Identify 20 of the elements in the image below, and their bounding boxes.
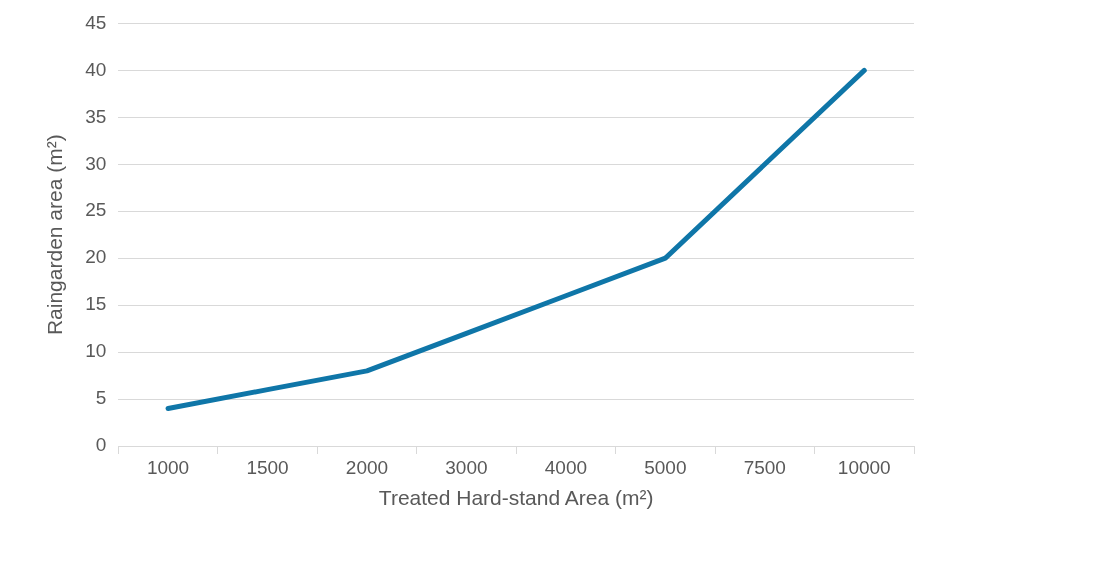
x-axis-title: Treated Hard-stand Area (m²) [378,486,654,510]
y-tick-label: 20 [85,246,107,268]
y-tick-label: 0 [95,434,107,456]
y-tick-label: 15 [85,293,107,315]
x-tick-label: 1500 [246,456,289,478]
y-tick-label: 30 [85,152,107,174]
y-tick-label: 5 [95,387,107,409]
x-tick-label: 5000 [644,456,687,478]
x-tick-label: 10000 [837,456,891,478]
y-axis-title: Raingarden area (m²) [43,134,67,336]
x-tick-label: 3000 [445,456,488,478]
x-tick-label: 4000 [544,456,588,478]
x-tick-label: 2000 [345,456,389,478]
x-tick-label: 1000 [146,456,190,478]
x-tick-label: 7500 [743,456,786,478]
y-tick-label: 45 [85,11,107,33]
y-tick-label: 10 [85,340,107,362]
y-tick-label: 35 [85,105,107,127]
y-tick-label: 25 [85,199,107,221]
y-tick-label: 40 [85,58,107,80]
